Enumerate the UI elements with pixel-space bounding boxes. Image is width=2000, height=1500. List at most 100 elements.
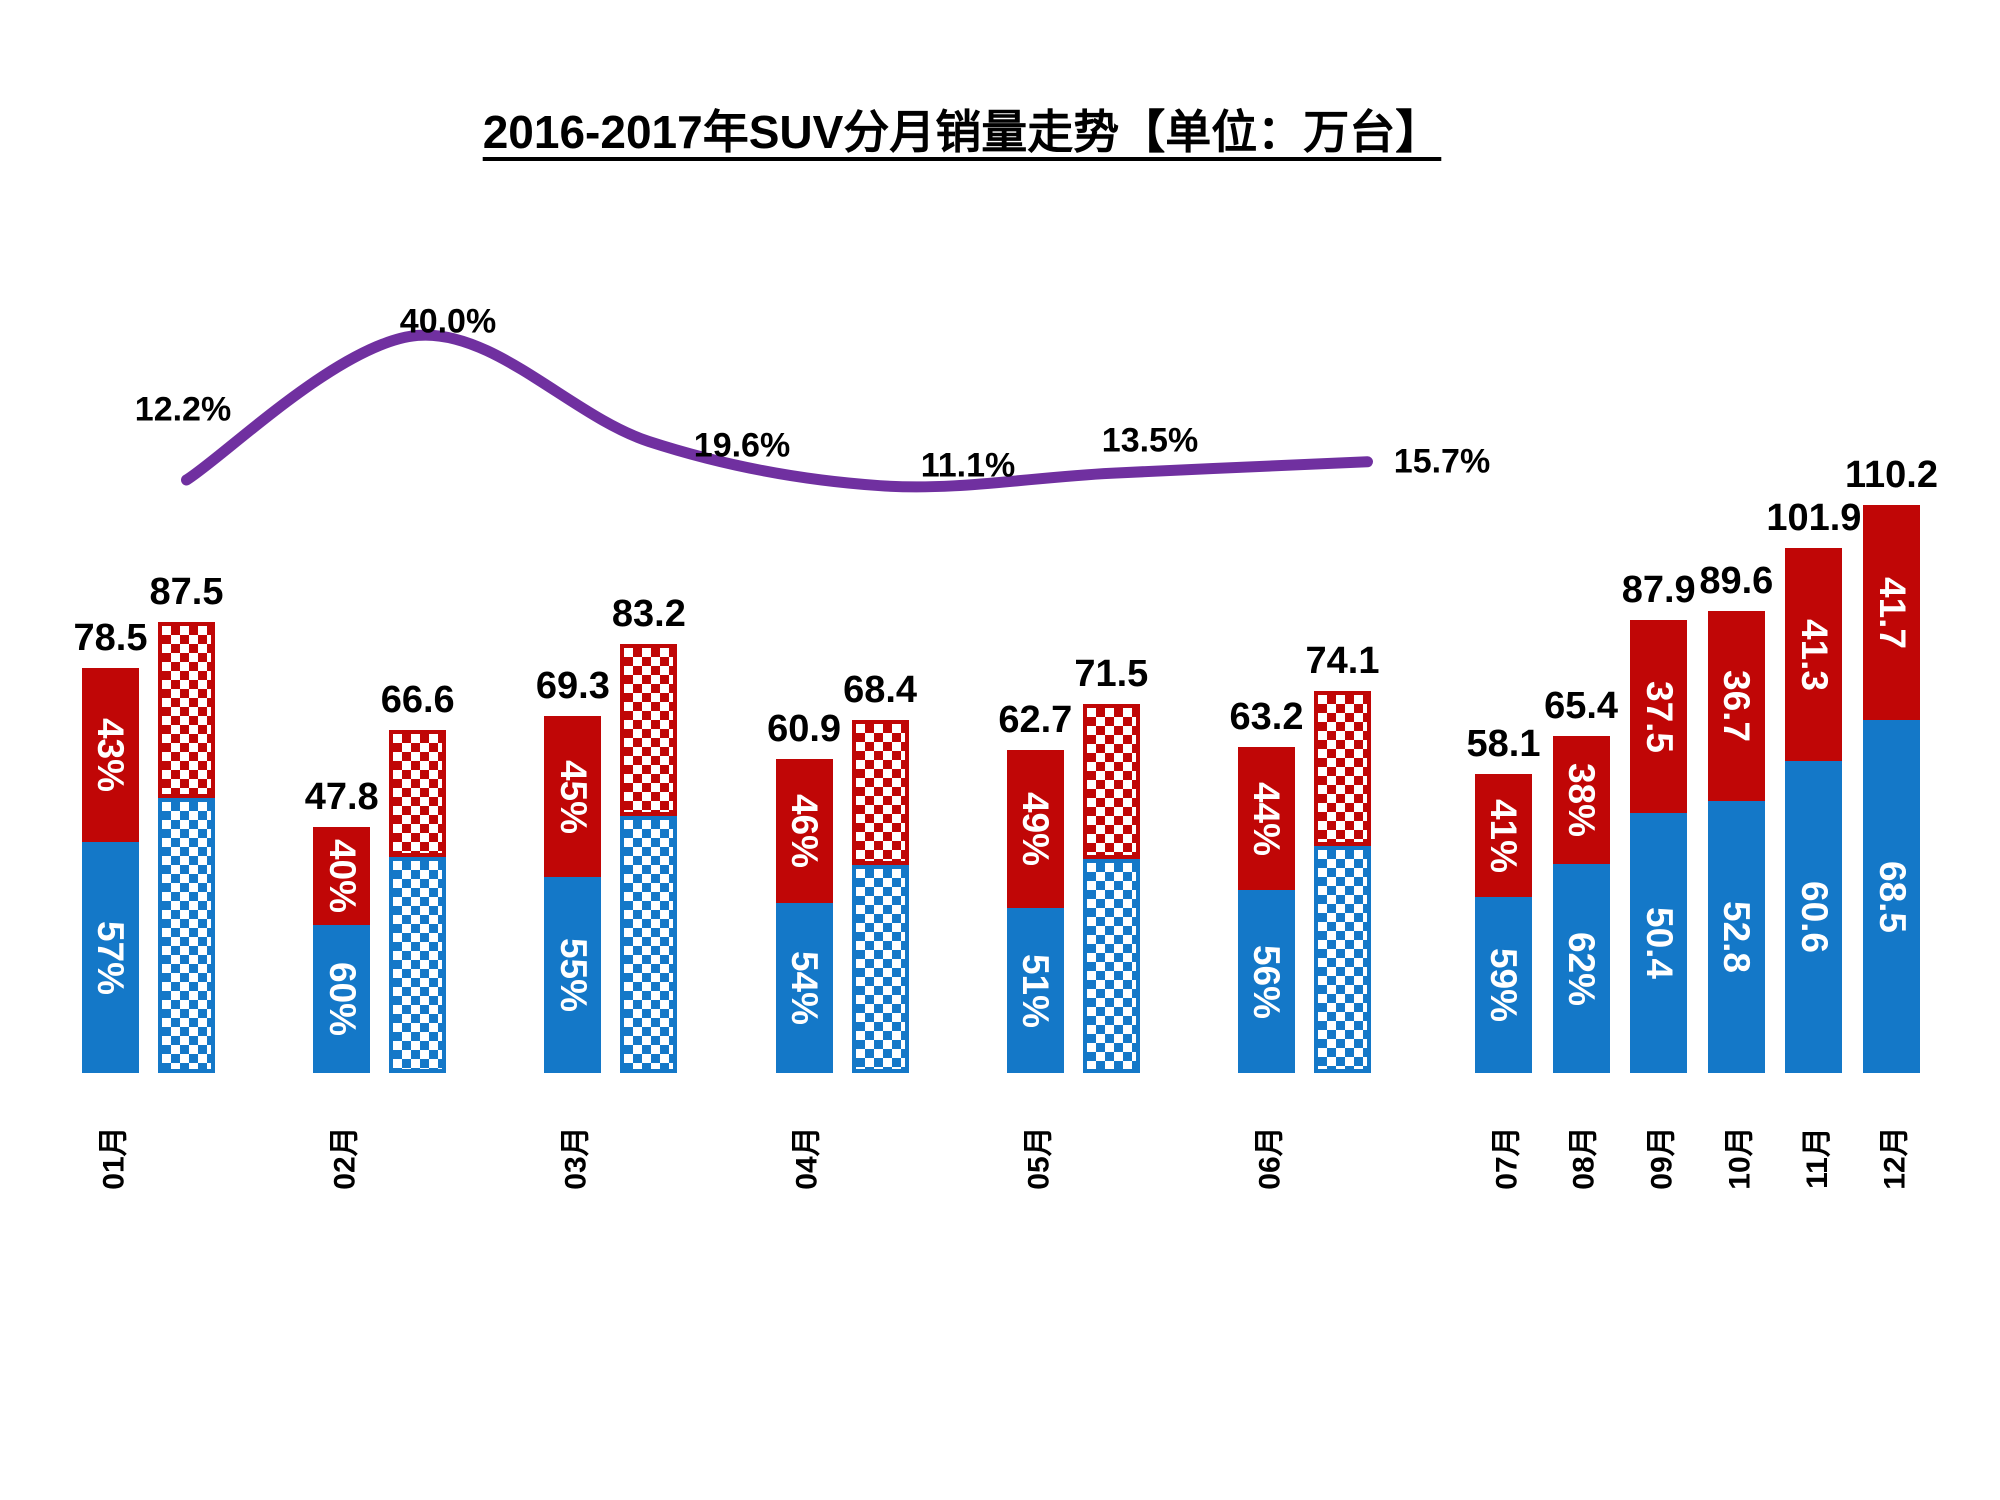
segment-red-2017-05月	[1082, 704, 1140, 859]
segment-blue-2017-04月	[851, 865, 909, 1073]
total-label-2017-03月: 83.2	[611, 593, 686, 635]
segment-red-2017-01月	[158, 622, 215, 798]
bar-label-red-text-11月: 41.3	[1793, 618, 1835, 691]
axis-label-04月: 04月	[782, 1088, 826, 1228]
axis-label-text-06月: 06月	[1253, 1126, 1287, 1190]
bar-label-red-text-07月: 41%	[1483, 798, 1525, 873]
bar-2016-04月: 46% 54%	[775, 759, 833, 1073]
bar-label-blue-01月: 57%	[82, 842, 139, 1073]
segment-blue-2016-02月: 60%	[313, 925, 371, 1073]
axis-label-01月: 01月	[89, 1088, 133, 1228]
segment-blue-2017-05月	[1082, 859, 1140, 1073]
bar-label-blue-text-04月: 54%	[784, 950, 826, 1026]
bar-label-red-09月: 37.5	[1630, 620, 1687, 813]
axis-label-text-09月: 09月	[1645, 1126, 1679, 1190]
bar-label-blue-08月: 62%	[1553, 864, 1610, 1073]
bar-label-blue-05月: 51%	[1007, 908, 1064, 1073]
axis-label-05月: 05月	[1013, 1088, 1057, 1228]
bar-label-blue-text-09月: 50.4	[1638, 906, 1680, 980]
bar-2017-01月	[158, 622, 215, 1073]
segment-blue-2016-09月: 50.4	[1630, 813, 1688, 1073]
segment-red-2016-12月: 41.7	[1863, 505, 1920, 720]
bar-label-red-text-02月: 40%	[321, 838, 363, 914]
axis-label-text-11月: 11月	[1800, 1127, 1834, 1189]
total-label-2017-06月: 74.1	[1305, 640, 1380, 682]
bar-label-blue-12月: 68.5	[1863, 720, 1920, 1073]
bar-label-blue-text-02月: 60%	[321, 961, 363, 1037]
bar-label-red-text-12月: 41.7	[1871, 576, 1913, 649]
segment-red-2016-10月: 36.7	[1707, 611, 1765, 801]
bar-2016-07月: 41% 59%	[1475, 774, 1532, 1073]
total-label-2017-04月: 68.4	[843, 669, 918, 711]
total-label-2016-06月: 63.2	[1229, 696, 1304, 738]
bar-label-red-02月: 40%	[313, 827, 370, 925]
axis-label-text-08月: 08月	[1568, 1126, 1602, 1190]
bar-label-red-11月: 41.3	[1785, 548, 1842, 761]
total-label-2016-11月: 101.9	[1766, 497, 1862, 539]
axis-label-text-12月: 12月	[1878, 1126, 1912, 1190]
axis-label-08月: 08月	[1559, 1088, 1603, 1228]
bar-2016-05月: 49% 51%	[1006, 750, 1064, 1073]
bar-label-red-text-06月: 44%	[1246, 781, 1288, 856]
bar-2016-08月: 38% 62%	[1552, 736, 1610, 1073]
total-label-2016-02月: 47.8	[304, 776, 379, 818]
bar-label-red-10月: 36.7	[1708, 611, 1765, 801]
segment-red-2016-06月: 44%	[1238, 747, 1295, 890]
bar-label-blue-09月: 50.4	[1630, 813, 1687, 1073]
bar-label-blue-04月: 54%	[776, 903, 833, 1073]
bar-label-red-text-03月: 45%	[552, 759, 594, 834]
bar-label-blue-10月: 52.8	[1708, 801, 1765, 1073]
axis-label-12月: 12月	[1870, 1088, 1914, 1228]
bar-2016-11月: 41.3 60.6	[1785, 548, 1843, 1073]
total-label-2016-09月: 87.9	[1621, 569, 1696, 611]
bar-2017-05月	[1082, 704, 1140, 1073]
segment-blue-2016-04月: 54%	[775, 903, 833, 1073]
axis-label-text-05月: 05月	[1022, 1126, 1056, 1190]
segment-red-2017-02月	[389, 730, 447, 857]
axis-label-07月: 07月	[1482, 1088, 1526, 1228]
bar-2017-02月	[389, 730, 447, 1073]
axis-label-03月: 03月	[551, 1088, 595, 1228]
segment-blue-2017-02月	[389, 857, 447, 1073]
bar-2016-01月: 43% 57%	[82, 668, 139, 1073]
axis-label-09月: 09月	[1637, 1088, 1681, 1228]
segment-red-2017-03月	[620, 644, 678, 816]
bar-label-blue-11月: 60.6	[1785, 761, 1842, 1073]
segment-blue-2016-06月: 56%	[1238, 890, 1295, 1073]
bar-label-blue-text-12月: 68.5	[1871, 860, 1913, 933]
segment-red-2016-11月: 41.3	[1785, 548, 1843, 761]
bar-2016-09月: 37.5 50.4	[1630, 620, 1688, 1073]
bar-label-blue-text-07月: 59%	[1483, 947, 1525, 1023]
segment-blue-2016-08月: 62%	[1552, 864, 1610, 1073]
axis-label-10月: 10月	[1714, 1088, 1758, 1228]
bar-label-blue-07月: 59%	[1475, 897, 1532, 1073]
growth-label-0: 12.2%	[134, 390, 232, 429]
axis-label-06月: 06月	[1245, 1088, 1289, 1228]
segment-blue-2016-03月: 55%	[544, 877, 602, 1073]
segment-blue-2016-01月: 57%	[82, 842, 139, 1073]
bar-label-red-06月: 44%	[1238, 747, 1295, 890]
bar-label-red-text-01月: 43%	[90, 717, 132, 793]
total-label-2016-12月: 110.2	[1845, 454, 1938, 496]
axis-label-02月: 02月	[320, 1088, 364, 1228]
total-label-2017-02月: 66.6	[380, 679, 455, 721]
bar-2016-02月: 40% 60%	[313, 827, 371, 1073]
segment-red-2016-02月: 40%	[313, 827, 371, 925]
bar-2016-03月: 45% 55%	[544, 716, 602, 1073]
bar-label-red-04月: 46%	[776, 759, 833, 903]
segment-red-2016-07月: 41%	[1475, 774, 1532, 897]
total-label-2016-08月: 65.4	[1544, 685, 1619, 727]
segment-blue-2017-03月	[620, 816, 678, 1073]
bar-2016-10月: 36.7 52.8	[1707, 611, 1765, 1073]
bar-label-red-08月: 38%	[1553, 736, 1610, 864]
bar-label-blue-text-05月: 51%	[1015, 953, 1057, 1028]
segment-red-2016-04月: 46%	[775, 759, 833, 903]
bar-label-red-12月: 41.7	[1863, 505, 1920, 720]
bar-label-red-text-04月: 46%	[784, 793, 826, 869]
bar-label-red-text-05月: 49%	[1015, 791, 1057, 867]
segment-red-2016-08月: 38%	[1552, 736, 1610, 864]
axis-label-text-03月: 03月	[559, 1126, 593, 1190]
bar-label-blue-text-10月: 52.8	[1716, 900, 1758, 974]
bar-label-red-text-10月: 36.7	[1716, 669, 1758, 743]
